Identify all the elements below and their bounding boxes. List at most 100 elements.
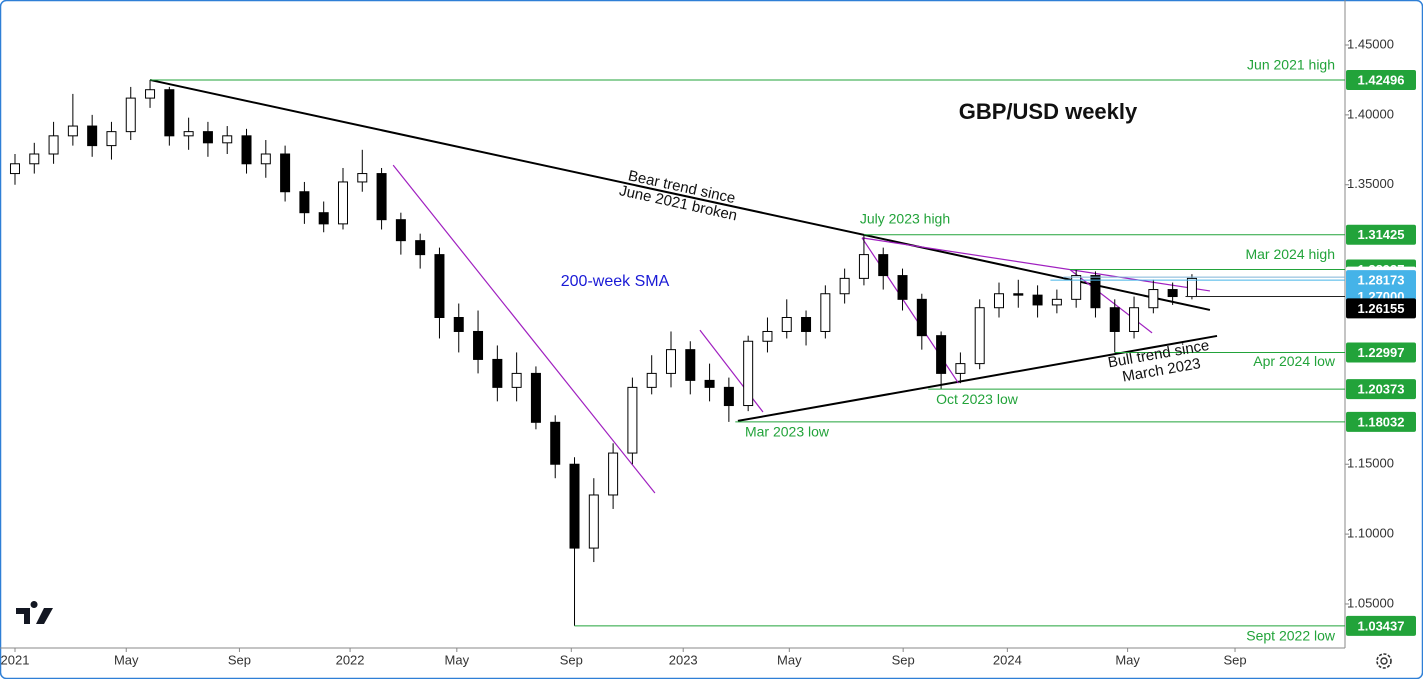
level-name: July 2023 high [860,210,950,226]
y-tick-label: 1.05000 [1347,595,1394,610]
candle-body [87,125,98,147]
x-tick-label: May [114,652,139,667]
candle-body [241,135,252,165]
levels: 1.42496 Jun 2021 high 1.31425 July 2023 hig… [150,57,1417,644]
candle-body [299,191,310,214]
candle-body [337,181,348,225]
candle-body [48,135,59,155]
candle-body [67,125,78,137]
x-tick-label: Sep [1223,652,1246,667]
x-tick-label: 2023 [669,652,698,667]
candle-body [646,372,657,388]
chart-title: GBP/USD weekly [959,99,1138,124]
candle-body [125,97,136,133]
candle-body [781,317,792,332]
x-tick-label: May [1115,652,1140,667]
y-tick-label: 1.35000 [1347,176,1394,191]
candle-body [878,254,889,277]
x-tick-label: Sep [892,652,915,667]
candle-body [530,372,541,423]
candle-body [453,317,464,332]
y-tick-label: 1.15000 [1347,456,1394,471]
candle-body [743,340,754,407]
trendline [149,78,1211,311]
x-tick-label: Sep [560,652,583,667]
x-tick-label: 2021 [1,652,30,667]
candle-body [704,379,715,388]
level-name: Mar 2023 low [745,424,830,440]
tradingview-logo [16,601,53,624]
candle-body [820,293,831,332]
y-tick-label: 1.45000 [1347,36,1394,51]
annotation: 200-week SMA [561,273,670,290]
candle-body [357,173,368,183]
price-label-box [1346,69,1416,90]
level-name: Mar 2024 high [1245,246,1335,262]
price-label: 1.03437 [1358,618,1405,633]
candle-body [183,131,194,137]
price-label-box [1346,342,1416,363]
candle-body [839,277,850,295]
price-label-box [1346,379,1416,400]
price-label: 1.28173 [1358,273,1405,288]
y-tick-label: 1.40000 [1347,106,1394,121]
candle-body [415,240,426,256]
price-label: 1.20373 [1358,382,1405,397]
price-label: 1.31425 [1358,227,1405,242]
candle-body [936,335,947,374]
price-label: 1.42496 [1358,72,1405,87]
candle-body [801,317,812,332]
candle-body [222,135,233,144]
candle-body [858,254,869,279]
candle-body [993,293,1004,309]
candle-body [1051,298,1062,306]
candle-body [318,212,329,225]
trendline [861,237,1211,292]
candle-body [376,173,387,221]
candle-body [164,89,175,137]
candle-body [1090,275,1101,309]
candle-body [1186,277,1197,298]
candle-body [897,275,908,300]
price-label-box [1346,615,1416,636]
x-tick-label: 2024 [993,652,1022,667]
candle-body [1071,275,1082,300]
candle-body [145,89,156,99]
candle-body [627,386,638,454]
y-tick-label: 1.10000 [1347,526,1394,541]
trendline [392,164,656,494]
candle-body [511,372,522,388]
level-name: Oct 2023 low [936,391,1019,407]
candle-body [916,298,927,337]
candle-body [260,153,271,165]
candle-body [1148,289,1159,309]
price-label-box [1346,224,1416,245]
candle-body [608,452,619,496]
candle-body [1167,289,1178,298]
x-tick-label: 2022 [336,652,365,667]
price-label-box [1346,411,1416,432]
candle-body [29,153,40,165]
candle-body [1032,294,1043,306]
x-tick-label: Sep [228,652,251,667]
candle-body [974,307,985,365]
candle-body [665,349,676,374]
candles [9,79,1197,626]
annotation: Bull trend sinceMarch 2023 [1107,337,1214,388]
candle-body [492,358,503,388]
trendline [737,334,1218,422]
candle-body [588,494,599,549]
candle-body [1129,307,1140,332]
settings-button[interactable] [1376,653,1392,669]
ticks: 1.45000 1.40000 1.35000 1.15000 1.10000 1.050… [1,36,1394,667]
price-label: 1.18032 [1358,414,1405,429]
candle-body [762,330,773,342]
level-name: Apr 2024 low [1253,353,1336,369]
price-label: 1.26155 [1358,301,1405,316]
x-tick-label: May [777,652,802,667]
price-label-box [1346,270,1416,291]
candle-body [202,131,213,144]
candle-body [955,363,966,374]
